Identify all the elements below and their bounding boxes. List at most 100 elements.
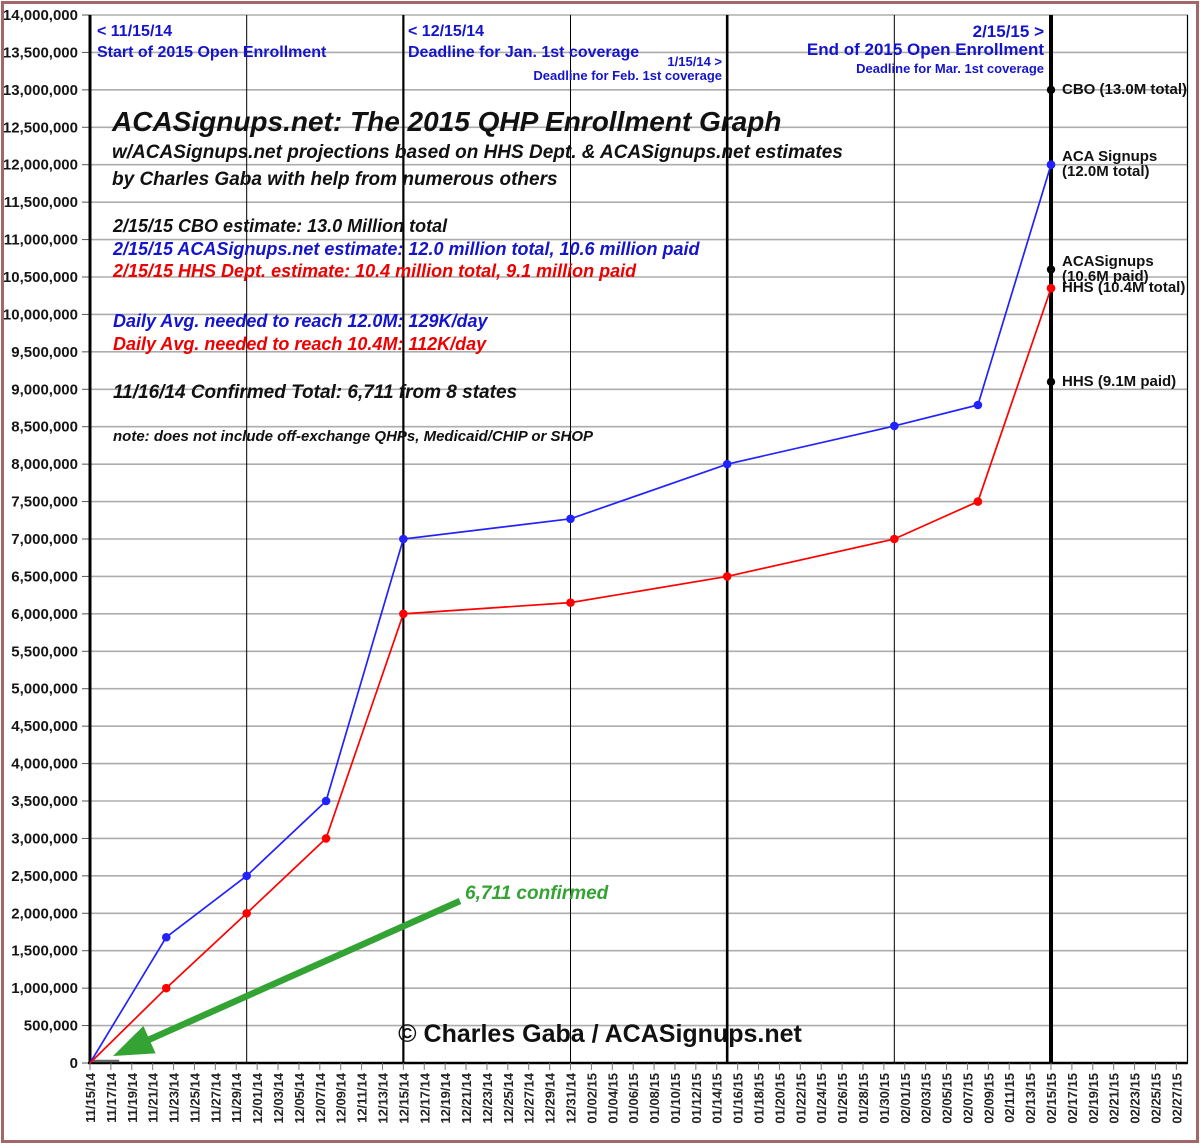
x-tick-label: 02/11/15 [1002, 1073, 1017, 1123]
x-tick-label: 01/22/15 [793, 1073, 808, 1124]
end-marker-label-line: ACASignups [1062, 252, 1154, 270]
confirmed-arrow-label: 6,711 confirmed [465, 883, 609, 904]
data-point-red [399, 609, 408, 619]
y-tick-label: 10,500,000 [3, 269, 78, 286]
end-marker-label: HHS (10.4M total) [1062, 280, 1185, 296]
y-tick-label: 8,000,000 [11, 456, 78, 473]
data-point-red [973, 497, 983, 506]
x-tick-label: 12/01/14 [250, 1072, 265, 1123]
x-tick-label: 12/15/14 [396, 1072, 411, 1123]
x-tick-label: 12/29/14 [543, 1072, 558, 1123]
x-tick-label: 12/09/14 [334, 1072, 349, 1123]
end-marker-dot [1046, 284, 1056, 293]
x-tick-label: 02/07/15 [960, 1073, 975, 1124]
subtitle-line-2: by Charles Gaba with help from numerous … [112, 169, 558, 190]
x-tick-label: 11/21/14 [146, 1072, 161, 1123]
x-tick-label: 11/29/14 [229, 1072, 244, 1123]
milestone-feb-deadline: 1/15/14 > Deadline for Feb. 1st coverage [420, 55, 722, 82]
x-tick-label: 01/14/15 [710, 1073, 725, 1124]
hhs-estimate: 2/15/15 HHS Dept. estimate: 10.4 million… [113, 261, 637, 281]
data-point-blue [722, 459, 732, 469]
y-tick-label: 12,500,000 [3, 119, 78, 136]
y-tick-label: 9,000,000 [11, 381, 78, 398]
x-tick-label: 02/17/15 [1065, 1073, 1080, 1124]
y-tick-label: 1,500,000 [11, 943, 78, 960]
y-tick-label: 4,000,000 [11, 756, 78, 773]
confirmed-total: 11/16/14 Confirmed Total: 6,711 from 8 s… [113, 382, 518, 403]
x-tick-label: 01/04/15 [605, 1073, 620, 1124]
data-point-blue [242, 871, 251, 881]
x-tick-label: 12/21/14 [459, 1072, 474, 1123]
data-point-blue [161, 932, 171, 942]
x-tick-label: 01/26/15 [835, 1073, 850, 1124]
y-tick-label: 11,000,000 [4, 232, 78, 249]
x-tick-label: 11/25/14 [187, 1072, 202, 1123]
x-tick-label: 01/12/15 [689, 1073, 704, 1124]
x-tick-label: 02/09/15 [981, 1073, 996, 1124]
y-tick-label: 13,000,000 [3, 82, 78, 99]
x-tick-label: 02/27/15 [1169, 1073, 1184, 1124]
daily-avg-red: Daily Avg. needed to reach 10.4M: 112K/d… [113, 334, 487, 354]
y-tick-label: 6,500,000 [11, 568, 78, 585]
y-tick-label: 11,500,000 [4, 194, 78, 211]
x-tick-label: 11/19/14 [125, 1072, 140, 1123]
data-point-red [242, 908, 251, 918]
end-marker-label-line: (12.0M total) [1062, 163, 1150, 181]
subtitle-line-1: w/ACASignups.net projections based on HH… [112, 142, 843, 163]
data-point-blue [399, 534, 408, 544]
end-marker-label: CBO (13.0M total) [1062, 82, 1187, 98]
y-tick-label: 14,000,000 [3, 7, 78, 24]
x-tick-label: 02/19/15 [1086, 1073, 1101, 1124]
data-point-red [722, 572, 732, 581]
x-tick-label: 02/13/15 [1023, 1073, 1038, 1124]
end-marker-label: ACASignups (10.6M paid) [1062, 252, 1154, 285]
x-tick-label: 12/31/14 [564, 1072, 579, 1123]
end-marker-label-line: HHS (9.1M paid) [1062, 372, 1177, 390]
data-point-blue [973, 400, 983, 410]
x-tick-label: 01/10/15 [668, 1073, 683, 1124]
y-tick-label: 5,500,000 [11, 643, 78, 660]
data-point-blue [566, 514, 575, 524]
milestone-open-start: < 11/15/14 Start of 2015 Open Enrollment [97, 21, 326, 63]
x-tick-label: 12/03/14 [271, 1072, 286, 1123]
data-point-red [161, 983, 171, 993]
x-tick-label: 11/27/14 [208, 1072, 223, 1123]
y-tick-label: 500,000 [24, 1018, 78, 1035]
end-marker-label-line: ACA Signups [1062, 147, 1158, 165]
milestone-line: Deadline for Mar. 1st coverage [856, 61, 1044, 76]
x-tick-label: 12/13/14 [375, 1072, 390, 1123]
x-tick-label: 02/05/15 [940, 1073, 955, 1124]
x-tick-label: 02/01/15 [898, 1073, 913, 1124]
milestone-line: Deadline for Feb. 1st coverage [533, 67, 722, 83]
x-tick-label: 02/21/15 [1107, 1073, 1122, 1124]
x-tick-label: 02/25/15 [1148, 1073, 1163, 1124]
y-tick-label: 2,500,000 [11, 868, 78, 885]
x-tick-label: 11/17/14 [104, 1072, 119, 1123]
y-tick-label: 3,000,000 [11, 830, 78, 847]
y-tick-label: 7,500,000 [11, 494, 78, 511]
milestone-line: 2/15/15 > [972, 22, 1044, 41]
milestone-line: < 11/15/14 [97, 23, 173, 40]
milestone-jan-deadline: < 12/15/14 Deadline for Jan. 1st coverag… [408, 21, 639, 63]
data-point-blue [890, 421, 899, 431]
y-tick-label: 3,500,000 [11, 793, 78, 810]
hhs-line [89, 287, 1052, 1064]
x-tick-label: 02/15/15 [1044, 1073, 1059, 1124]
x-tick-label: 01/18/15 [752, 1073, 767, 1124]
end-marker-label: ACA Signups (12.0M total) [1062, 149, 1157, 180]
end-marker-label-line: (10.6M paid) [1062, 268, 1149, 285]
x-tick-label: 12/11/14 [355, 1072, 370, 1123]
x-tick-label: 02/23/15 [1128, 1073, 1143, 1124]
y-tick-label: 8,500,000 [11, 419, 78, 436]
acasignups-estimate: 2/15/15 ACASignups.net estimate: 12.0 mi… [113, 238, 700, 259]
x-tick-label: 01/06/15 [626, 1073, 641, 1124]
milestone-line: Start of 2015 Open Enrollment [97, 44, 327, 61]
x-tick-label: 01/30/15 [877, 1073, 892, 1124]
end-marker-label-line: HHS (10.4M total) [1062, 278, 1186, 296]
milestone-mar-deadline: 2/15/15 > End of 2015 Open Enrollment De… [744, 23, 1044, 76]
x-tick-label: 01/02/15 [584, 1073, 599, 1124]
x-tick-label: 11/15/14 [83, 1072, 98, 1123]
